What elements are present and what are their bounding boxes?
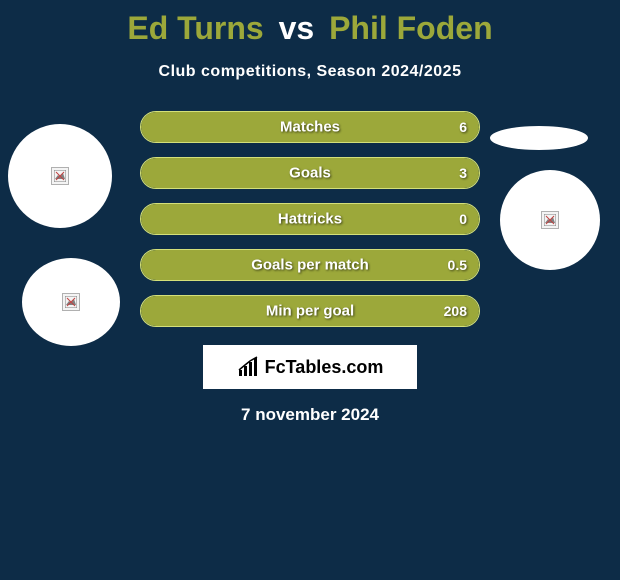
stat-row-goals: Goals 3 <box>140 157 480 189</box>
broken-image-icon <box>541 211 559 229</box>
stat-label: Goals per match <box>251 257 369 274</box>
player1-club-avatar <box>22 258 120 346</box>
stat-label: Matches <box>280 119 340 136</box>
player2-name: Phil Foden <box>329 10 493 46</box>
stat-fill-right <box>310 158 479 188</box>
brand-text: FcTables.com <box>265 357 384 378</box>
stat-value-right: 0.5 <box>448 257 467 273</box>
date-text: 7 november 2024 <box>0 405 620 425</box>
brand-box[interactable]: FcTables.com <box>203 345 417 389</box>
stat-row-hattricks: Hattricks 0 <box>140 203 480 235</box>
broken-image-icon <box>51 167 69 185</box>
stat-row-matches: Matches 6 <box>140 111 480 143</box>
stat-value-right: 208 <box>444 303 467 319</box>
stat-row-goals-per-match: Goals per match 0.5 <box>140 249 480 281</box>
subtitle: Club competitions, Season 2024/2025 <box>0 63 620 81</box>
stat-label: Hattricks <box>278 211 342 228</box>
player1-avatar <box>8 124 112 228</box>
player1-name: Ed Turns <box>127 10 263 46</box>
chart-icon <box>237 356 261 378</box>
player2-avatar-top <box>490 126 588 150</box>
stat-value-right: 3 <box>459 165 467 181</box>
player2-avatar <box>500 170 600 270</box>
comparison-title: Ed Turns vs Phil Foden <box>0 0 620 47</box>
stat-row-min-per-goal: Min per goal 208 <box>140 295 480 327</box>
stat-fill-left <box>141 158 310 188</box>
broken-image-icon <box>62 293 80 311</box>
vs-text: vs <box>279 10 315 46</box>
stat-label: Min per goal <box>266 303 354 320</box>
stat-value-right: 6 <box>459 119 467 135</box>
stat-label: Goals <box>289 165 331 182</box>
stats-container: Matches 6 Goals 3 Hattricks 0 Goals per … <box>140 111 480 327</box>
stat-value-right: 0 <box>459 211 467 227</box>
